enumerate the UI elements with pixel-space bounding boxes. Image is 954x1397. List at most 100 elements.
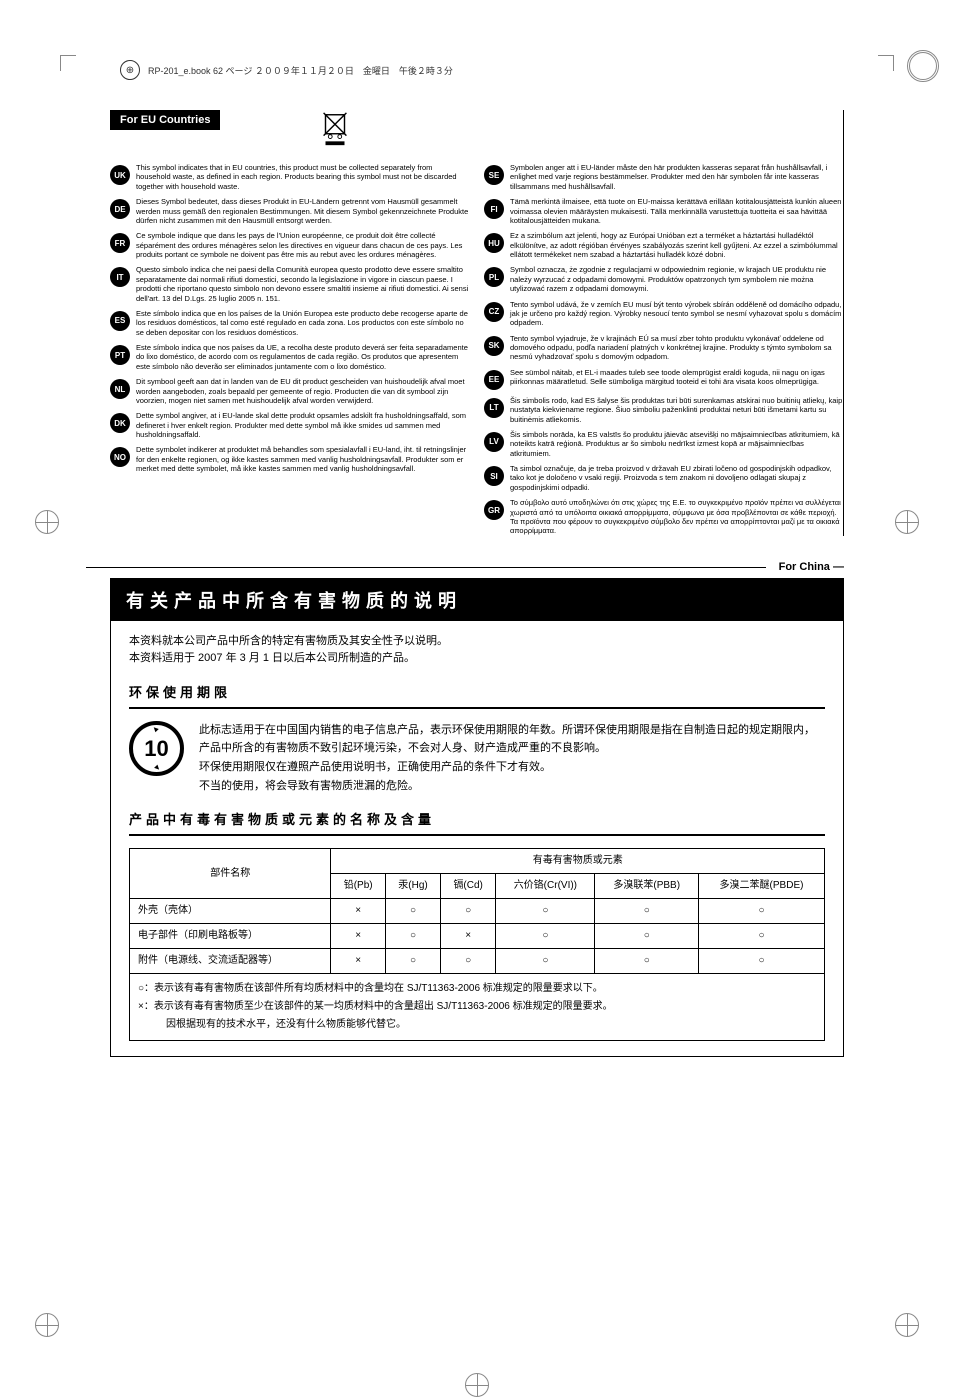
hazmat-cell: ○: [699, 924, 825, 949]
china-intro2: 本资料适用于 2007 年 3 月 1 日以后本公司所制造的产品。: [129, 650, 825, 668]
hazmat-col: 铅(Pb): [331, 874, 385, 899]
country-block: SI Ta simbol označuje, da je treba proizv…: [484, 464, 843, 492]
table-row: 附件（电源线、交流适配器等）×○○○○○: [130, 949, 825, 974]
env-badge-icon: 10: [129, 721, 184, 776]
hazmat-cell: ×: [331, 924, 385, 949]
eu-section: For EU Countries UK This symbol indicates…: [110, 110, 844, 536]
part-header: 部件名称: [130, 849, 331, 899]
country-text: Dette symbolet indikerer at produktet må…: [136, 445, 469, 473]
country-text: Symbol oznacza, że zgodnie z regulacjami…: [510, 265, 843, 293]
country-block: NL Dit symbool geeft aan dat in landen va…: [110, 377, 469, 405]
country-block: HU Ez a szimbólum azt jelenti, hogy az Eu…: [484, 231, 843, 259]
country-text: Tämä merkintä ilmaisee, että tuote on EU…: [510, 197, 843, 225]
hazmat-cell: ○: [496, 899, 595, 924]
country-text: Ez a szimbólum azt jelenti, hogy az Euró…: [510, 231, 843, 259]
filename-text: RP-201_e.book 62 ページ ２００９年１１月２０日 金曜日 午後２…: [148, 64, 453, 77]
country-code: UK: [110, 165, 130, 185]
table-notes: ○：表示该有毒有害物质在该部件所有均质材料中的含量均在 SJ/T11363-20…: [129, 974, 825, 1041]
country-code: IT: [110, 267, 130, 287]
env-text: 此标志适用于在中国国内销售的电子信息产品，表示环保使用期限的年数。所谓环保使用期…: [199, 721, 825, 796]
country-code: HU: [484, 233, 504, 253]
country-text: Dit symbool geeft aan dat in landen van …: [136, 377, 469, 405]
country-text: Symbolen anger att i EU-länder måste den…: [510, 163, 843, 191]
part-name: 电子部件（印刷电路板等）: [130, 924, 331, 949]
country-block: IT Questo simbolo indica che nei paesi de…: [110, 265, 469, 303]
hazmat-cell: ×: [331, 949, 385, 974]
part-name: 附件（电源线、交流适配器等）: [130, 949, 331, 974]
china-label: For China —: [110, 561, 844, 573]
china-sub1: 环保使用期限: [129, 683, 825, 709]
country-code: NO: [110, 447, 130, 467]
hazmat-cell: ×: [331, 899, 385, 924]
country-text: Dette symbol angiver, at i EU-lande skal…: [136, 411, 469, 439]
country-code: DK: [110, 413, 130, 433]
country-block: SE Symbolen anger att i EU-länder måste d…: [484, 163, 843, 191]
eu-right-column: SE Symbolen anger att i EU-länder måste d…: [484, 163, 843, 536]
hazmat-cell: ○: [595, 924, 699, 949]
country-text: Este símbolo indica que nos países da UE…: [136, 343, 469, 371]
country-text: Šis simbols norāda, ka ES valstīs šo pro…: [510, 430, 843, 458]
country-block: PT Este símbolo indica que nos países da …: [110, 343, 469, 371]
weee-icon: [320, 110, 350, 148]
hazmat-col: 多溴联苯(PBB): [595, 874, 699, 899]
page-header: ⊕ RP-201_e.book 62 ページ ２００９年１１月２０日 金曜日 午…: [120, 60, 934, 80]
country-text: Ce symbole indique que dans les pays de …: [136, 231, 469, 259]
eu-left-column: UK This symbol indicates that in EU count…: [110, 163, 469, 536]
country-block: DEDieses Symbol bedeutet, dass dieses Pr…: [110, 197, 469, 225]
hazmat-col: 镉(Cd): [441, 874, 496, 899]
hazmat-cell: ○: [595, 899, 699, 924]
china-title: 有关产品中所含有害物质的说明: [111, 579, 843, 621]
country-block: LV Šis simbols norāda, ka ES valstīs šo p…: [484, 430, 843, 458]
country-block: DK Dette symbol angiver, at i EU-lande sk…: [110, 411, 469, 439]
hazmat-cell: ○: [595, 949, 699, 974]
country-block: FI Tämä merkintä ilmaisee, että tuote on …: [484, 197, 843, 225]
country-code: FI: [484, 199, 504, 219]
country-block: LT Šis simbolis rodo, kad ES šalyse šis p…: [484, 396, 843, 424]
country-code: CZ: [484, 302, 504, 322]
hazmat-cell: ○: [496, 949, 595, 974]
hazmat-cell: ○: [699, 899, 825, 924]
china-sub2: 产品中有毒有害物质或元素的名称及含量: [129, 810, 825, 836]
country-block: GR Το σύμβολο αυτό υποδηλώνει ότι στις χώ…: [484, 498, 843, 536]
country-code: LV: [484, 432, 504, 452]
country-text: See sümbol näitab, et EL-i maades tuleb …: [510, 368, 843, 387]
eu-badge: For EU Countries: [110, 110, 220, 130]
country-text: Este símbolo indica que en los países de…: [136, 309, 469, 337]
country-text: Questo simbolo indica che nei paesi dell…: [136, 265, 469, 303]
hazmat-col: 多溴二苯醚(PBDE): [699, 874, 825, 899]
country-code: EE: [484, 370, 504, 390]
hazmat-col: 汞(Hg): [385, 874, 440, 899]
part-name: 外壳（壳体）: [130, 899, 331, 924]
hazmat-cell: ○: [385, 949, 440, 974]
table-row: 外壳（壳体）×○○○○○: [130, 899, 825, 924]
country-code: DE: [110, 199, 130, 219]
country-code: ES: [110, 311, 130, 331]
country-code: SE: [484, 165, 504, 185]
hazmat-cell: ×: [441, 924, 496, 949]
country-code: LT: [484, 398, 504, 418]
hazmat-cell: ○: [385, 899, 440, 924]
hazmat-cell: ○: [385, 924, 440, 949]
hazmat-cell: ○: [441, 949, 496, 974]
hazmat-header: 有毒有害物质或元素: [331, 849, 825, 874]
country-code: NL: [110, 379, 130, 399]
hazmat-cell: ○: [441, 899, 496, 924]
country-text: Tento symbol udává, že v zemích EU musí …: [510, 300, 843, 328]
country-block: SK Tento symbol vyjadruje, že v krajinách…: [484, 334, 843, 362]
country-code: FR: [110, 233, 130, 253]
china-intro1: 本资料就本公司产品中所含的特定有害物质及其安全性予以说明。: [129, 633, 825, 651]
country-text: Tento symbol vyjadruje, že v krajinách E…: [510, 334, 843, 362]
country-text: Το σύμβολο αυτό υποδηλώνει ότι στις χώρε…: [510, 498, 843, 536]
country-block: EE See sümbol näitab, et EL-i maades tule…: [484, 368, 843, 390]
china-section: 有关产品中所含有害物质的说明 本资料就本公司产品中所含的特定有害物质及其安全性予…: [110, 578, 844, 1058]
country-text: This symbol indicates that in EU countri…: [136, 163, 469, 191]
country-code: GR: [484, 500, 504, 520]
country-text: Ta simbol označuje, da je treba proizvod…: [510, 464, 843, 492]
country-text: Šis simbolis rodo, kad ES šalyse šis pro…: [510, 396, 843, 424]
country-code: SI: [484, 466, 504, 486]
country-code: PT: [110, 345, 130, 365]
country-block: ES Este símbolo indica que en los países …: [110, 309, 469, 337]
hazmat-cell: ○: [496, 924, 595, 949]
country-code: SK: [484, 336, 504, 356]
country-code: PL: [484, 267, 504, 287]
